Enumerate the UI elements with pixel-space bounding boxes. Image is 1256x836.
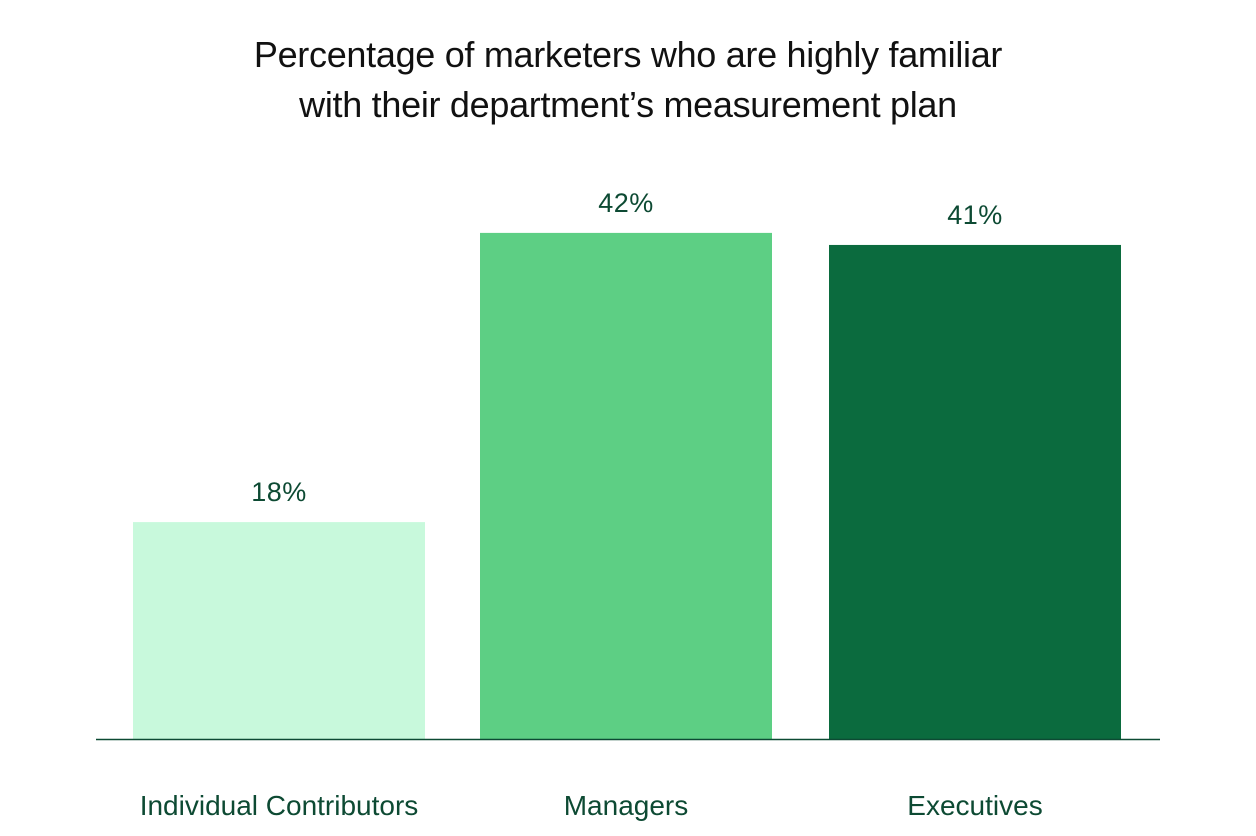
bars-group [133, 232, 1121, 739]
category-label-executives: Executives [907, 790, 1042, 821]
value-label-executives: 41% [947, 200, 1003, 230]
category-label-individual-contributors: Individual Contributors [140, 790, 419, 821]
bar-managers [480, 232, 772, 739]
chart-title-line-1: Percentage of marketers who are highly f… [253, 34, 1003, 75]
chart-title-line-2: with their department’s measurement plan [299, 84, 957, 125]
value-label-individual-contributors: 18% [251, 477, 307, 507]
bar-individual-contributors [133, 522, 425, 739]
value-label-managers: 42% [598, 188, 654, 218]
value-labels-group: 18% 42% 41% [251, 188, 1003, 507]
category-label-managers: Managers [564, 790, 689, 821]
category-labels-group: Individual Contributors Managers Executive… [140, 790, 1043, 821]
chart-title: Percentage of marketers who are highly f… [0, 30, 1256, 130]
bar-executives [829, 244, 1121, 739]
